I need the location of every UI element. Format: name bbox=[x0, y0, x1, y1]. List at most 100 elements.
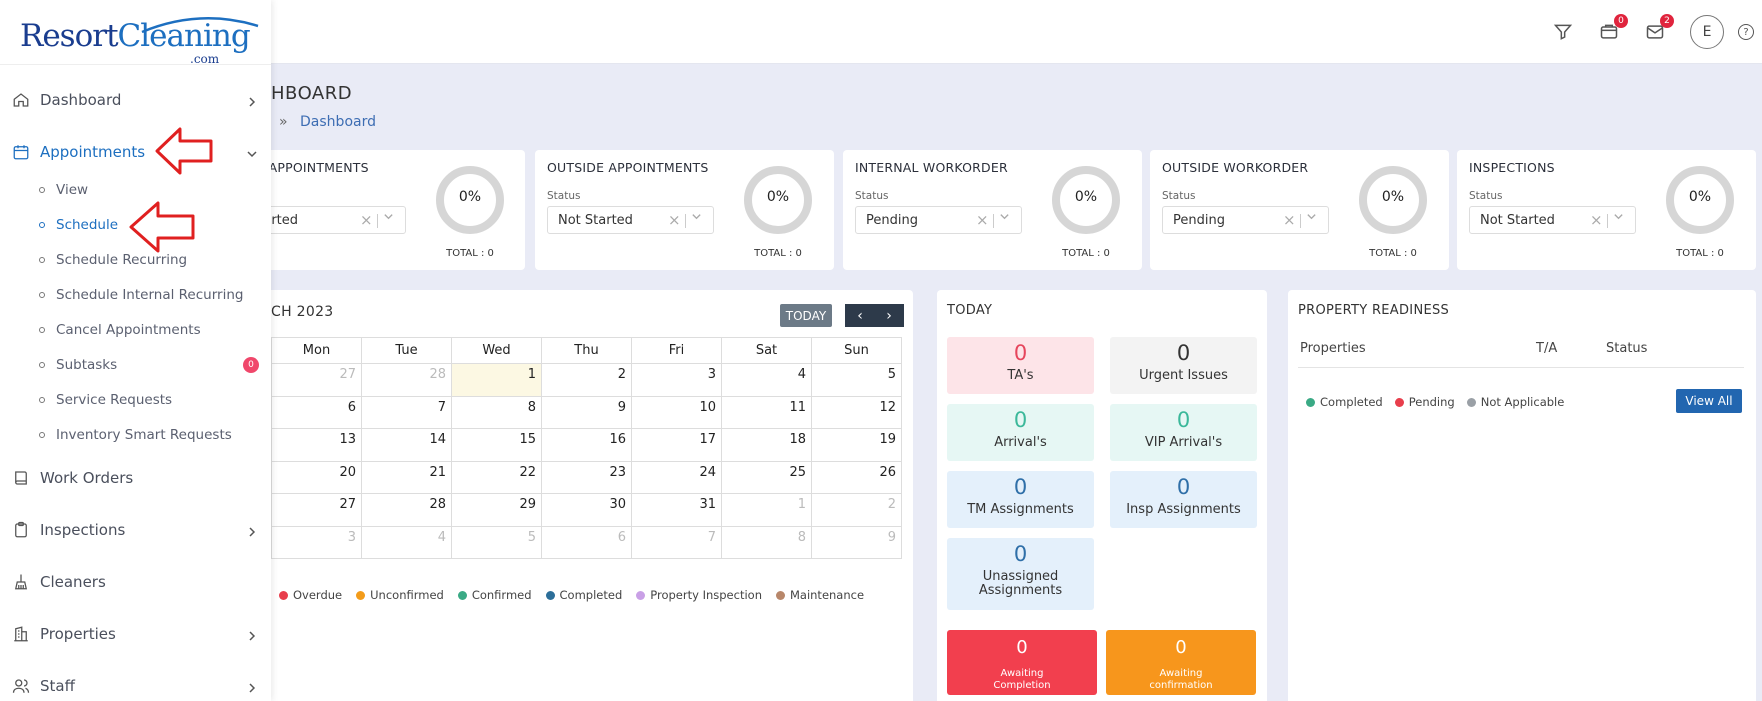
today-tile[interactable]: 0 TA's bbox=[947, 337, 1094, 394]
filter-icon[interactable] bbox=[1552, 21, 1574, 43]
calendar-day-cell[interactable]: 5 bbox=[451, 525, 542, 559]
sidebar-item-work-orders[interactable]: Work Orders bbox=[0, 460, 271, 496]
calendar-day-cell[interactable]: 3 bbox=[631, 363, 722, 397]
sidebar-subitem-schedule[interactable]: Schedule bbox=[0, 211, 271, 239]
calendar-day-cell[interactable]: 7 bbox=[631, 525, 722, 559]
avatar[interactable]: E bbox=[1690, 15, 1724, 49]
calendar-day-cell[interactable]: 10 bbox=[631, 395, 722, 429]
calendar-day-cell[interactable]: 6 bbox=[271, 395, 362, 429]
calendar-day-cell[interactable]: 11 bbox=[721, 395, 812, 429]
today-tile[interactable]: 0 Urgent Issues bbox=[1110, 337, 1257, 394]
sidebar-subitem-service-requests[interactable]: Service Requests bbox=[0, 386, 271, 414]
stat-card: INSPECTIONS Status Not Started × 0% TOTAL : 0 bbox=[1457, 150, 1756, 270]
today-tile[interactable]: 0 Unassigned Assignments bbox=[947, 538, 1094, 610]
calendar-day-cell[interactable]: 4 bbox=[361, 525, 452, 559]
status-select[interactable]: Not Started × bbox=[1469, 206, 1636, 234]
calendar-day-cell[interactable]: 2 bbox=[541, 363, 632, 397]
prev-month-button[interactable]: ‹ bbox=[845, 304, 875, 327]
calendar-title: CH 2023 bbox=[271, 304, 334, 320]
calendar-day-cell[interactable]: 31 bbox=[631, 493, 722, 527]
calendar-day-cell[interactable]: 28 bbox=[361, 363, 452, 397]
today-tile[interactable]: 0 TM Assignments bbox=[947, 471, 1094, 528]
calendar-day-cell[interactable]: 28 bbox=[361, 493, 452, 527]
clear-icon[interactable]: × bbox=[1283, 211, 1296, 229]
calendar-day-cell[interactable]: 2 bbox=[811, 493, 902, 527]
calendar-day-cell[interactable]: 20 bbox=[271, 460, 362, 494]
mail-icon[interactable]: 2 bbox=[1644, 14, 1674, 43]
calendar-day-cell[interactable]: 16 bbox=[541, 428, 632, 462]
calendar-day-cell[interactable]: 25 bbox=[721, 460, 812, 494]
book-icon bbox=[12, 469, 30, 487]
sidebar-item-dashboard[interactable]: Dashboard bbox=[0, 82, 271, 118]
calendar-day-cell[interactable]: 3 bbox=[271, 525, 362, 559]
stat-card-title: INSPECTIONS bbox=[1469, 160, 1555, 175]
notifications-icon[interactable]: 0 bbox=[1598, 14, 1628, 43]
today-tile[interactable]: 0 VIP Arrival's bbox=[1110, 404, 1257, 461]
awaiting-tile[interactable]: 0 Awaiting confirmation bbox=[1106, 630, 1256, 695]
chevron-down-icon[interactable] bbox=[691, 211, 702, 225]
calendar-day-cell[interactable]: 6 bbox=[541, 525, 632, 559]
breadcrumb-dashboard[interactable]: Dashboard bbox=[300, 114, 376, 130]
calendar-day-cell[interactable]: 27 bbox=[271, 493, 362, 527]
clear-icon[interactable]: × bbox=[668, 211, 681, 229]
calendar-day-cell[interactable]: 27 bbox=[271, 363, 362, 397]
sidebar-subitem-cancel-appointments[interactable]: Cancel Appointments bbox=[0, 316, 271, 344]
clear-icon[interactable]: × bbox=[360, 211, 373, 229]
sidebar-subitem-schedule-recurring[interactable]: Schedule Recurring bbox=[0, 246, 271, 274]
status-select[interactable]: Pending × bbox=[855, 206, 1022, 234]
status-select[interactable]: Pending × bbox=[1162, 206, 1329, 234]
today-button[interactable]: TODAY bbox=[780, 304, 832, 327]
select-divider bbox=[377, 214, 378, 228]
awaiting-tile[interactable]: 0 Awaiting Completion bbox=[947, 630, 1097, 695]
sidebar-subitem-view[interactable]: View bbox=[0, 176, 271, 204]
chevron-down-icon[interactable] bbox=[1306, 211, 1317, 225]
sidebar-subitem-inventory-smart-requests[interactable]: Inventory Smart Requests bbox=[0, 421, 271, 449]
calendar-day-cell[interactable]: 1 bbox=[721, 493, 812, 527]
logo[interactable]: ResortCleaning .com bbox=[20, 12, 259, 66]
calendar-day-cell[interactable]: 4 bbox=[721, 363, 812, 397]
calendar-day-cell[interactable]: 1 bbox=[451, 363, 542, 397]
calendar-day-cell[interactable]: 5 bbox=[811, 363, 902, 397]
clear-icon[interactable]: × bbox=[976, 211, 989, 229]
calendar-day-cell[interactable]: 29 bbox=[451, 493, 542, 527]
today-tile[interactable]: 0 Insp Assignments bbox=[1110, 471, 1257, 528]
sidebar-item-inspections[interactable]: Inspections bbox=[0, 512, 271, 548]
calendar-day-cell[interactable]: 8 bbox=[451, 395, 542, 429]
chevron-down-icon[interactable] bbox=[999, 211, 1010, 225]
calendar-day-cell[interactable]: 14 bbox=[361, 428, 452, 462]
calendar-day-cell[interactable]: 26 bbox=[811, 460, 902, 494]
next-month-button[interactable]: › bbox=[874, 304, 904, 327]
calendar-day-cell[interactable]: 9 bbox=[541, 395, 632, 429]
calendar-day-cell[interactable]: 24 bbox=[631, 460, 722, 494]
view-all-button[interactable]: View All bbox=[1676, 389, 1742, 413]
calendar-day-cell[interactable]: 18 bbox=[721, 428, 812, 462]
calendar-day-cell[interactable]: 7 bbox=[361, 395, 452, 429]
calendar-day-cell[interactable]: 21 bbox=[361, 460, 452, 494]
sidebar-item-staff[interactable]: Staff bbox=[0, 668, 271, 701]
calendar-day-cell[interactable]: 12 bbox=[811, 395, 902, 429]
legend-dot bbox=[775, 590, 785, 600]
today-tile[interactable]: 0 Arrival's bbox=[947, 404, 1094, 461]
calendar-day-cell[interactable]: 9 bbox=[811, 525, 902, 559]
calendar-day-cell[interactable]: 15 bbox=[451, 428, 542, 462]
sidebar-item-cleaners[interactable]: Cleaners bbox=[0, 564, 271, 600]
chevron-down-icon[interactable] bbox=[383, 211, 394, 225]
status-select[interactable]: Not Started × bbox=[547, 206, 714, 234]
sidebar-subitem-schedule-internal-recurring[interactable]: Schedule Internal Recurring bbox=[0, 281, 271, 309]
calendar-day-cell[interactable]: 22 bbox=[451, 460, 542, 494]
calendar-day-cell[interactable]: 19 bbox=[811, 428, 902, 462]
legend-item: Overdue bbox=[279, 588, 342, 602]
clear-icon[interactable]: × bbox=[1590, 211, 1603, 229]
sidebar-item-properties[interactable]: Properties bbox=[0, 616, 271, 652]
sidebar-subitem-subtasks[interactable]: Subtasks 0 bbox=[0, 351, 271, 379]
calendar-day-cell[interactable]: 17 bbox=[631, 428, 722, 462]
help-icon[interactable]: ? bbox=[1738, 24, 1754, 40]
chevron-down-icon[interactable] bbox=[1613, 211, 1624, 225]
calendar-day-cell[interactable]: 13 bbox=[271, 428, 362, 462]
donut-chart bbox=[1666, 166, 1734, 234]
calendar-day-cell[interactable]: 30 bbox=[541, 493, 632, 527]
calendar-day-cell[interactable]: 8 bbox=[721, 525, 812, 559]
calendar-day-cell[interactable]: 23 bbox=[541, 460, 632, 494]
sidebar-item-appointments[interactable]: Appointments bbox=[0, 134, 271, 170]
sidebar-subitem-label: Schedule Internal Recurring bbox=[56, 287, 244, 303]
